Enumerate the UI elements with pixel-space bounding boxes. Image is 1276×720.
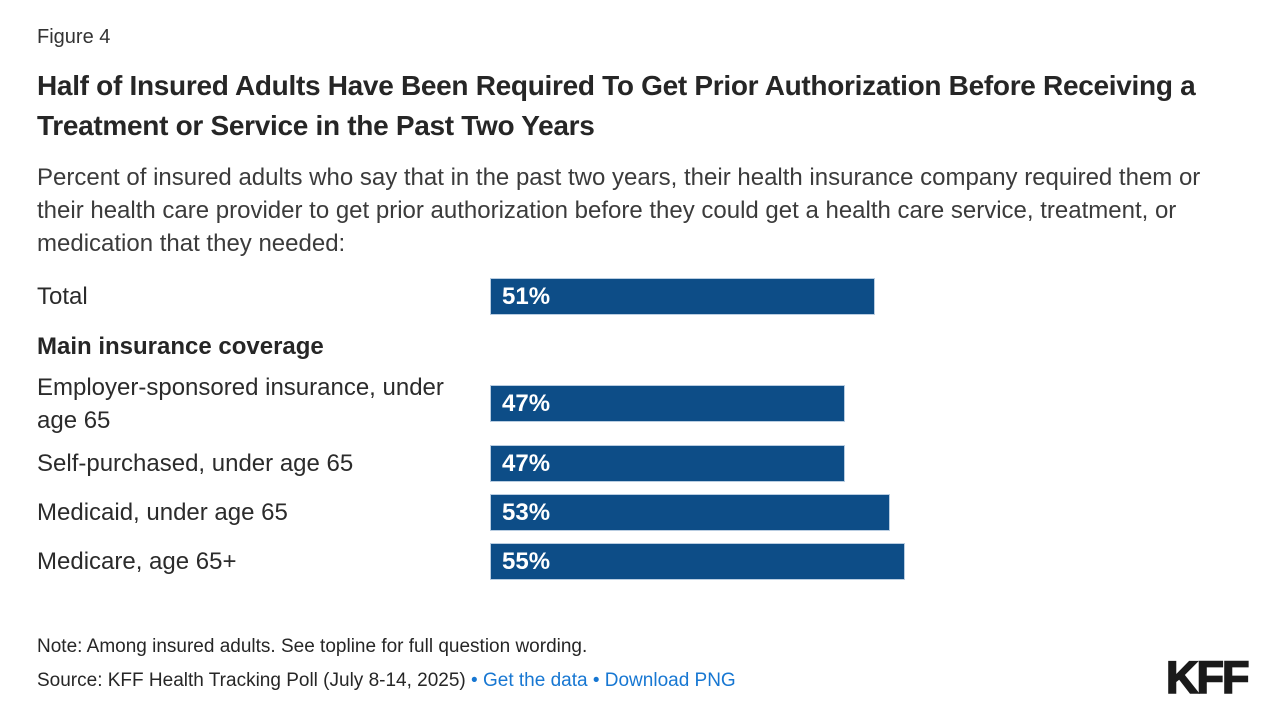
bar-value-label: 47%	[502, 449, 551, 477]
chart-row: Employer-sponsored insurance, under age …	[37, 374, 1237, 434]
bar: 53%	[490, 494, 890, 531]
bar: 47%	[490, 385, 845, 422]
bullet-separator: •	[592, 670, 600, 691]
download-png-link[interactable]: Download PNG	[604, 670, 736, 691]
bar-value-label: 51%	[502, 282, 551, 310]
category-label: Self-purchased, under age 65	[37, 450, 354, 477]
category-label: Total	[37, 283, 88, 310]
bar: 47%	[490, 445, 845, 482]
get-the-data-link[interactable]: Get the data	[482, 670, 588, 691]
chart-title: Half of Insured Adults Have Been Require…	[37, 70, 1196, 141]
bullet-separator: •	[471, 670, 478, 691]
category-label: Medicaid, under age 65	[37, 499, 288, 526]
bar: 55%	[490, 543, 905, 580]
source-text: Source: KFF Health Tracking Poll (July 8…	[37, 670, 466, 691]
category-label: Employer-sponsored insurance, under age …	[37, 373, 444, 434]
bar-value-label: 55%	[502, 547, 551, 575]
bar: 51%	[490, 278, 875, 315]
kff-logo: KFF	[1165, 651, 1250, 704]
chart-row: Medicaid, under age 65 53%	[37, 494, 1237, 531]
bar-value-label: 47%	[502, 389, 551, 417]
category-label: Medicare, age 65+	[37, 548, 237, 575]
chart-row: Self-purchased, under age 65 47%	[37, 445, 1237, 482]
chart-row: Total 51%	[37, 278, 1237, 315]
chart-row: Medicare, age 65+ 55%	[37, 543, 1237, 580]
bar-value-label: 53%	[502, 498, 551, 526]
source-line: Source: KFF Health Tracking Poll (July 8…	[37, 670, 736, 692]
chart-group-header: Main insurance coverage	[37, 328, 1237, 365]
note-text: Note: Among insured adults. See topline …	[37, 636, 588, 657]
bar-chart: Total 51% Main insurance coverage Employer-…	[37, 278, 1237, 580]
figure-label: Figure 4	[37, 26, 111, 48]
chart-subtitle: Percent of insured adults who say that i…	[37, 164, 1201, 257]
category-label: Main insurance coverage	[37, 333, 324, 360]
